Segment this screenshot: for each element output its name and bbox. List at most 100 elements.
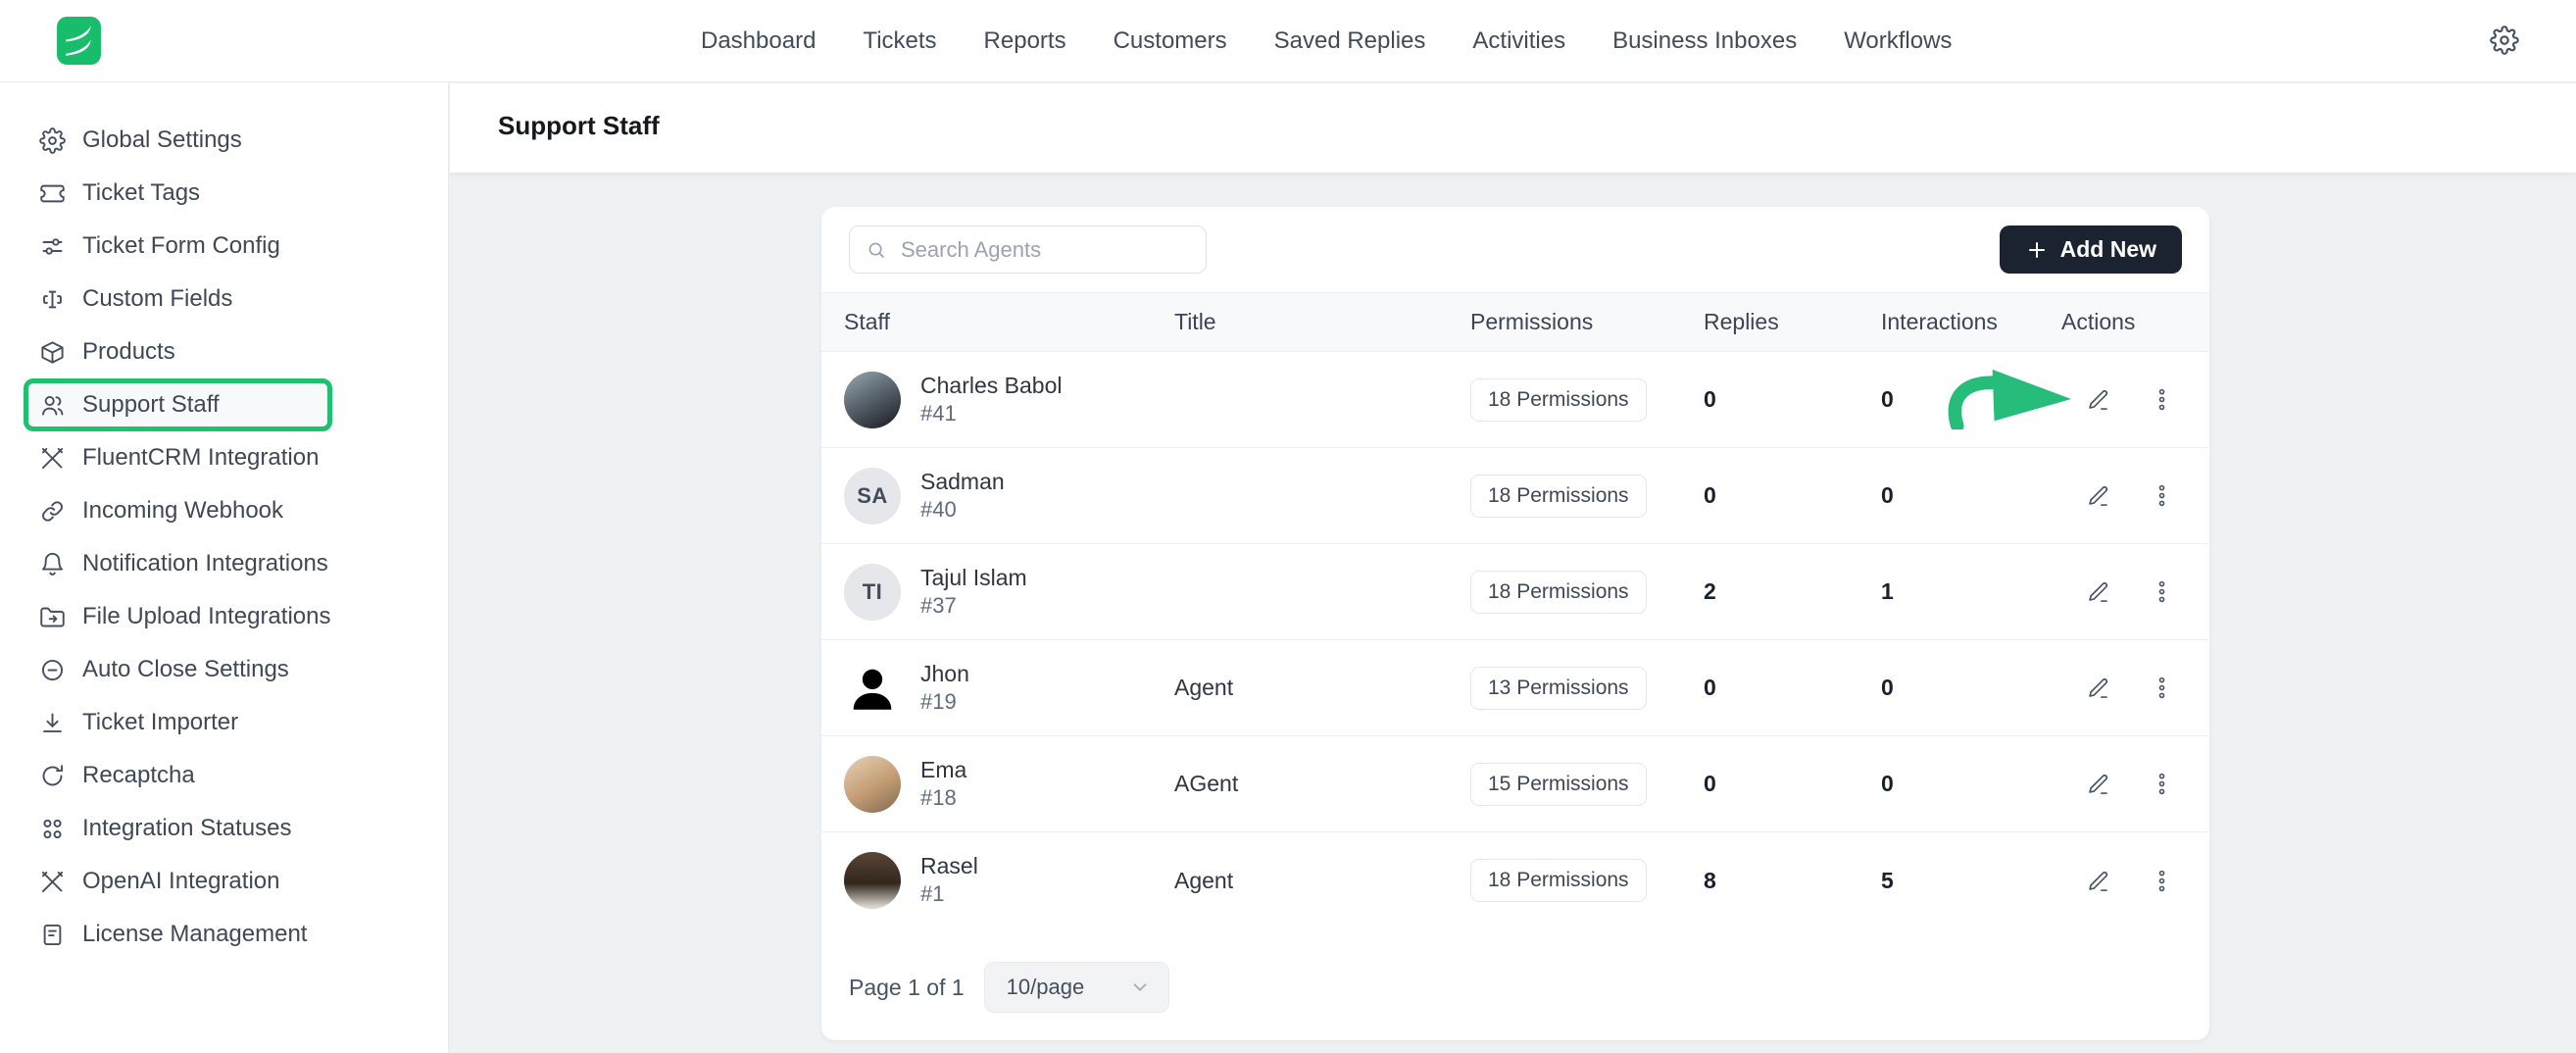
col-title: Title [1174, 309, 1216, 334]
sidebar-item-openai-integration[interactable]: OpenAI Integration [24, 855, 332, 908]
sidebar-item-integration-statuses[interactable]: Integration Statuses [24, 802, 332, 855]
sidebar-item-license-management[interactable]: License Management [24, 908, 332, 961]
sidebar-item-products[interactable]: Products [24, 326, 332, 378]
col-actions: Actions [2061, 309, 2136, 334]
sidebar-label: License Management [82, 921, 308, 947]
staff-name: Jhon [920, 660, 969, 686]
interactions-count: 5 [1881, 867, 1894, 893]
permissions-badge: 18 Permissions [1470, 570, 1647, 614]
kebab-menu-icon[interactable] [2149, 868, 2175, 894]
staff-id: #41 [920, 400, 957, 426]
sidebar-item-notification-integrations[interactable]: Notification Integrations [24, 537, 332, 590]
sidebar-item-auto-close-settings[interactable]: Auto Close Settings [24, 643, 332, 696]
sidebar-item-fluentcrm-integration[interactable]: FluentCRM Integration [24, 431, 332, 484]
nav-saved-replies[interactable]: Saved Replies [1273, 27, 1426, 54]
sidebar-item-recaptcha[interactable]: Recaptcha [24, 749, 332, 802]
staff-cell: Ema #18 [844, 755, 1174, 813]
staff-name: Tajul Islam [920, 564, 1027, 590]
avatar [844, 659, 901, 717]
status-dots-icon [39, 816, 66, 842]
settings-gear-icon[interactable] [2490, 25, 2519, 55]
per-page-value: 10/page [1006, 975, 1085, 999]
sidebar-item-global-settings[interactable]: Global Settings [24, 114, 332, 167]
sidebar-label: Support Staff [82, 391, 220, 418]
staff-name: Rasel [920, 853, 978, 879]
actions-cell [2061, 675, 2209, 701]
avatar: SA [844, 467, 901, 525]
col-interactions: Interactions [1881, 309, 1998, 334]
search-icon [866, 239, 887, 261]
kebab-menu-icon[interactable] [2149, 675, 2175, 701]
sidebar-label: Integration Statuses [82, 815, 292, 841]
col-permissions: Permissions [1470, 309, 1594, 334]
actions-cell [2061, 482, 2209, 509]
avatar [844, 852, 901, 909]
top-bar: Dashboard Tickets Reports Customers Save… [0, 0, 2576, 82]
top-navigation: Dashboard Tickets Reports Customers Save… [701, 0, 1952, 82]
avatar: TI [844, 563, 901, 621]
edit-pencil-icon[interactable] [2085, 771, 2111, 797]
nav-dashboard[interactable]: Dashboard [701, 27, 817, 54]
sidebar-item-ticket-tags[interactable]: Ticket Tags [24, 167, 332, 220]
add-new-label: Add New [2059, 236, 2156, 262]
kebab-menu-icon[interactable] [2149, 578, 2175, 605]
sidebar-item-custom-fields[interactable]: Custom Fields [24, 273, 332, 326]
sidebar-item-file-upload-integrations[interactable]: File Upload Integrations [24, 590, 332, 643]
table-row: Jhon #19 Agent 13 Permissions 0 0 [821, 640, 2209, 736]
kebab-menu-icon[interactable] [2149, 482, 2175, 509]
sidebar-label: OpenAI Integration [82, 868, 280, 894]
search-agents-input[interactable] [849, 226, 1207, 274]
permissions-badge: 18 Permissions [1470, 474, 1647, 518]
actions-cell [2061, 771, 2209, 797]
sidebar-label: File Upload Integrations [82, 603, 331, 629]
search-box [849, 226, 1207, 274]
table-header: Staff Title Permissions Replies Interact… [821, 292, 2209, 352]
nav-business-inboxes[interactable]: Business Inboxes [1612, 27, 1798, 54]
actions-cell [2061, 578, 2209, 605]
circle-minus-icon [39, 657, 66, 683]
chevron-down-icon [1129, 977, 1151, 998]
interactions-count: 0 [1881, 771, 1894, 796]
kebab-menu-icon[interactable] [2149, 386, 2175, 413]
per-page-select[interactable]: 10/page [983, 962, 1169, 1013]
nav-workflows[interactable]: Workflows [1844, 27, 1953, 54]
edit-pencil-icon[interactable] [2085, 482, 2111, 509]
interactions-count: 0 [1881, 675, 1894, 700]
add-new-button[interactable]: Add New [1999, 226, 2182, 274]
staff-id: #1 [920, 881, 945, 907]
sidebar-label: Auto Close Settings [82, 656, 289, 682]
nav-customers[interactable]: Customers [1113, 27, 1227, 54]
staff-title: AGent [1174, 771, 1239, 796]
kebab-menu-icon[interactable] [2149, 771, 2175, 797]
bell-icon [39, 551, 66, 577]
nav-reports[interactable]: Reports [983, 27, 1066, 54]
sidebar-label: Ticket Tags [82, 179, 201, 206]
sidebar-item-support-staff[interactable]: Support Staff [24, 378, 332, 431]
annotation-arrow-icon [1945, 367, 2078, 432]
table-row: TI Tajul Islam #37 18 Permissions 2 1 [821, 544, 2209, 640]
edit-pencil-icon[interactable] [2085, 386, 2111, 413]
tools-icon [39, 445, 66, 472]
sidebar-label: Custom Fields [82, 285, 233, 312]
replies-count: 0 [1704, 386, 1716, 412]
sidebar-item-ticket-form-config[interactable]: Ticket Form Config [24, 220, 332, 273]
staff-id: #37 [920, 592, 957, 618]
nav-tickets[interactable]: Tickets [863, 27, 937, 54]
sidebar-item-ticket-importer[interactable]: Ticket Importer [24, 696, 332, 749]
staff-title: Agent [1174, 867, 1234, 893]
sidebar-label: FluentCRM Integration [82, 444, 320, 471]
sidebar-item-incoming-webhook[interactable]: Incoming Webhook [24, 484, 332, 537]
col-staff: Staff [844, 309, 890, 334]
link-icon [39, 498, 66, 525]
edit-pencil-icon[interactable] [2085, 868, 2111, 894]
staff-cell: Jhon #19 [844, 659, 1174, 717]
replies-count: 0 [1704, 771, 1716, 796]
card-toolbar: Add New [821, 207, 2209, 292]
edit-pencil-icon[interactable] [2085, 578, 2111, 605]
settings-sidebar: Global Settings Ticket Tags Ticket Form … [0, 82, 449, 1053]
cube-icon [39, 339, 66, 366]
fluent-support-logo-icon[interactable] [57, 17, 101, 65]
edit-pencil-icon[interactable] [2085, 675, 2111, 701]
tools-icon [39, 869, 66, 895]
nav-activities[interactable]: Activities [1472, 27, 1566, 54]
